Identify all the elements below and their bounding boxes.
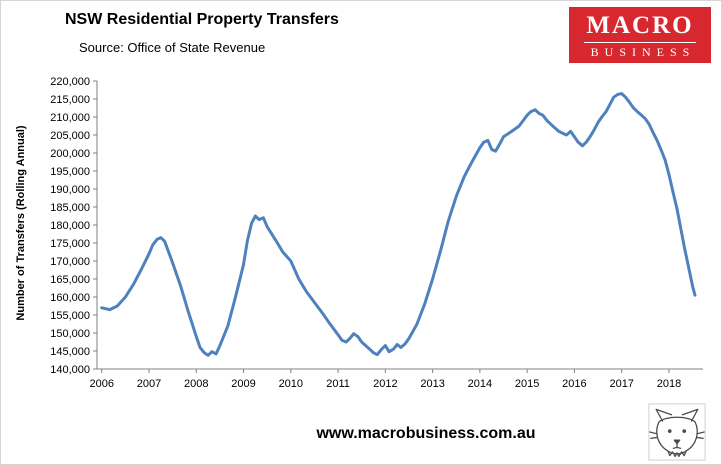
- footer-url: www.macrobusiness.com.au: [316, 425, 536, 442]
- x-tick-label: 2007: [137, 378, 161, 390]
- chart-title: NSW Residential Property Transfers: [65, 11, 339, 28]
- y-tick-label: 215,000: [50, 94, 90, 106]
- data-series-line: [100, 92, 697, 357]
- x-tick-label: 2008: [184, 378, 208, 390]
- lynx-left-eye: [667, 429, 672, 433]
- x-tick-label: 2013: [420, 378, 444, 390]
- y-tick-label: 210,000: [50, 112, 90, 124]
- x-tick-label: 2009: [231, 378, 255, 390]
- y-tick-label: 200,000: [50, 148, 90, 160]
- y-tick-label: 140,000: [50, 364, 90, 376]
- x-tick-label: 2016: [562, 378, 586, 390]
- lynx-left-ear: [655, 408, 673, 422]
- lynx-chin-fur: [667, 450, 687, 458]
- logo-text-macro: MACRO: [586, 11, 694, 39]
- x-tick-label: 2015: [515, 378, 539, 390]
- x-tick-label: 2017: [609, 378, 633, 390]
- y-tick-label: 220,000: [50, 76, 90, 88]
- y-tick-label: 160,000: [50, 292, 90, 304]
- y-tick-label: 175,000: [50, 238, 90, 250]
- macrobusiness-logo: MACRO BUSINESS: [569, 7, 711, 63]
- lynx-right-eye: [682, 429, 687, 433]
- y-tick-label: 185,000: [50, 202, 90, 214]
- y-tick-label: 145,000: [50, 346, 90, 358]
- lynx-logo: [648, 403, 706, 461]
- y-tick-label: 190,000: [50, 184, 90, 196]
- y-tick-label: 205,000: [50, 130, 90, 142]
- lynx-whiskers: [649, 431, 705, 439]
- y-tick-label: 150,000: [50, 328, 90, 340]
- lynx-nose: [673, 439, 681, 445]
- line-chart: 140,000 145,000 150,000 155,000 160,000 165,0…: [50, 76, 703, 390]
- x-tick-label: 2014: [468, 378, 492, 390]
- logo-divider: [584, 41, 696, 43]
- y-tick-label: 195,000: [50, 166, 90, 178]
- y-axis-title: Number of Transfers (Rolling Annual): [15, 125, 27, 321]
- y-tick-label: 170,000: [50, 256, 90, 268]
- y-tick-label: 165,000: [50, 274, 90, 286]
- x-tick-label: 2018: [657, 378, 681, 390]
- x-tick-label: 2012: [373, 378, 397, 390]
- y-tick-label: 180,000: [50, 220, 90, 232]
- x-tick-label: 2011: [326, 378, 350, 390]
- y-tick-label: 155,000: [50, 310, 90, 322]
- lynx-right-ear: [681, 408, 699, 422]
- x-tick-label: 2006: [89, 378, 113, 390]
- logo-text-business: BUSINESS: [590, 44, 696, 59]
- chart-source: Source: Office of State Revenue: [79, 40, 266, 55]
- x-tick-label: 2010: [279, 378, 303, 390]
